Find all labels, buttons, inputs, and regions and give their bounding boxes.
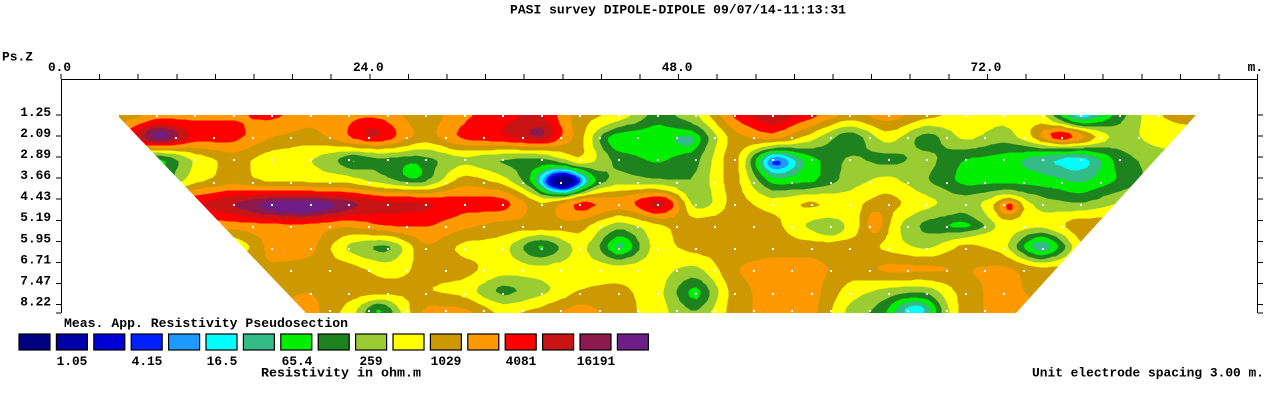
svg-text:7.47: 7.47 <box>20 273 51 288</box>
svg-text:Resistivity in ohm.m: Resistivity in ohm.m <box>261 365 421 380</box>
svg-text:16191: 16191 <box>577 354 616 369</box>
svg-text:3.66: 3.66 <box>20 168 51 183</box>
svg-text:72.0: 72.0 <box>971 60 1002 75</box>
svg-text:PASI survey DIPOLE-DIPOLE 09/0: PASI survey DIPOLE-DIPOLE 09/07/14-11:13… <box>510 2 846 17</box>
svg-text:48.0: 48.0 <box>662 60 693 75</box>
svg-text:65.4: 65.4 <box>282 354 313 369</box>
svg-text:0.0: 0.0 <box>48 60 71 75</box>
svg-text:4081: 4081 <box>506 354 537 369</box>
svg-text:16.5: 16.5 <box>207 354 238 369</box>
svg-text:Meas. App. Resistivity Pseudos: Meas. App. Resistivity Pseudosection <box>64 316 348 331</box>
svg-text:1029: 1029 <box>431 354 462 369</box>
svg-text:5.19: 5.19 <box>20 210 51 225</box>
svg-text:1.25: 1.25 <box>20 105 51 120</box>
svg-text:259: 259 <box>359 354 382 369</box>
svg-text:24.0: 24.0 <box>353 60 384 75</box>
svg-text:m.: m. <box>1248 60 1263 75</box>
svg-text:5.95: 5.95 <box>20 231 51 246</box>
svg-text:8.22: 8.22 <box>20 294 51 309</box>
svg-text:Ps.Z: Ps.Z <box>2 50 33 65</box>
svg-text:1.05: 1.05 <box>57 354 88 369</box>
svg-text:Unit electrode spacing 3.00 m.: Unit electrode spacing 3.00 m. <box>1032 365 1264 380</box>
svg-text:2.09: 2.09 <box>20 126 51 141</box>
svg-text:6.71: 6.71 <box>20 252 51 267</box>
svg-text:4.15: 4.15 <box>132 354 163 369</box>
svg-text:2.89: 2.89 <box>20 147 51 162</box>
svg-text:4.43: 4.43 <box>20 189 51 204</box>
